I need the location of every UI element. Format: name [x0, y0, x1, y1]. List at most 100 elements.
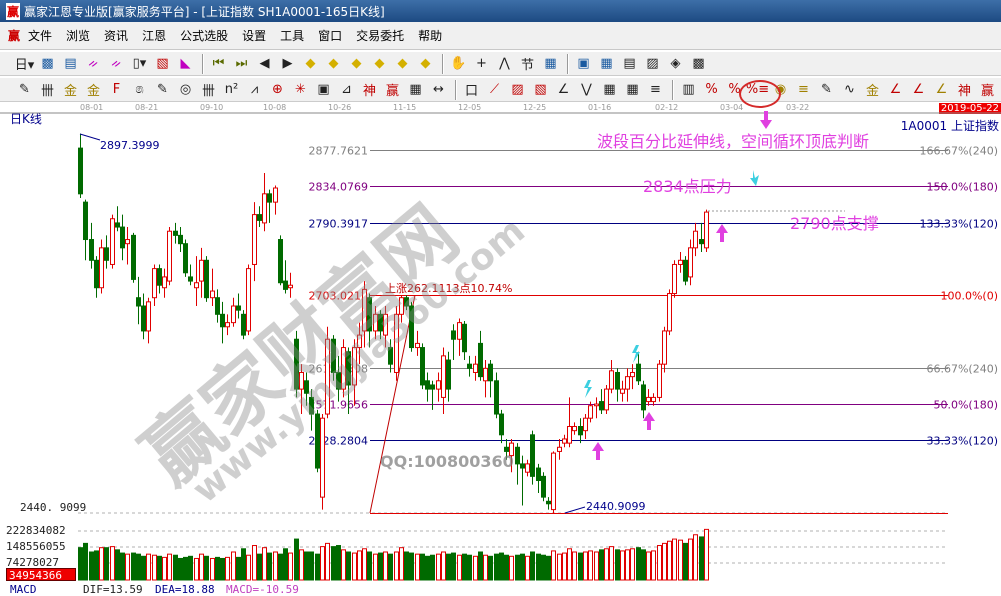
grid-box-icon[interactable]: ▨ [511, 82, 524, 97]
volume-tick: 148556055 [6, 540, 66, 553]
flag-icon[interactable]: ◣ [180, 56, 191, 71]
last-icon[interactable]: ⏭ [235, 56, 248, 71]
candle [94, 256, 99, 298]
move-left-icon[interactable]: ◆ [305, 56, 316, 71]
wave9-icon[interactable]: ᨀ [111, 56, 122, 71]
candle [225, 314, 230, 336]
angle2-icon[interactable]: ∠ [557, 82, 570, 97]
pen2-icon[interactable]: ✎ [157, 82, 168, 97]
rise-label: 上涨262.1113点10.74% [385, 282, 512, 295]
percent-line-icon[interactable]: % [705, 82, 718, 97]
volume-bar [152, 554, 157, 581]
width-icon[interactable]: ↔ [433, 82, 444, 97]
target-icon[interactable]: ⊕ [272, 82, 283, 97]
candle [662, 326, 667, 373]
gold-line-icon[interactable]: 金 [63, 84, 77, 99]
line-icon[interactable]: ⋀ [499, 56, 510, 71]
right-icon[interactable]: ▶ [282, 56, 293, 71]
left-icon[interactable]: ◀ [259, 56, 270, 71]
notes-icon[interactable]: ▤ [623, 56, 636, 71]
gold-angle-icon[interactable]: ∠ [935, 82, 948, 97]
menu-item[interactable]: 设置 [242, 29, 267, 43]
f-line-icon[interactable]: F [112, 82, 121, 97]
fan2-icon[interactable]: ⟋ [489, 82, 500, 97]
star-icon[interactable]: ✳ [295, 82, 306, 97]
square-icon[interactable]: ▣ [317, 82, 330, 97]
ying-angle-icon[interactable]: 赢 [980, 84, 994, 99]
fan-icon[interactable]: ⩘ [250, 82, 259, 97]
reverse-icon[interactable]: ▧ [156, 56, 169, 71]
move-right-icon[interactable]: ◆ [328, 56, 339, 71]
parallel-icon[interactable]: 卌 [201, 84, 215, 99]
menu-item[interactable]: 窗口 [318, 29, 343, 43]
zoom-out-icon[interactable]: ◆ [420, 56, 431, 71]
pen3-icon[interactable]: ✎ [821, 82, 832, 97]
volume-bar [120, 552, 125, 581]
ruler-icon[interactable]: ▦ [409, 82, 422, 97]
zoom-in-icon[interactable]: ◆ [397, 56, 408, 71]
pen-icon[interactable]: ✎ [19, 82, 30, 97]
section-icon[interactable]: 节 [520, 58, 534, 73]
candle-body [115, 222, 120, 228]
macd-name[interactable]: MACD [10, 583, 37, 596]
menu-item[interactable]: 公式选股 [180, 29, 229, 43]
shen-angle-icon[interactable]: 神 [957, 84, 971, 99]
grid3-icon[interactable]: ▦ [603, 82, 616, 97]
grid-lines-icon[interactable]: 卌 [40, 84, 54, 99]
first-icon[interactable]: ⏮ [212, 56, 225, 71]
percent-icon[interactable]: % [728, 82, 741, 97]
menu-item[interactable]: 资讯 [104, 29, 129, 43]
doc-icon[interactable]: ▤ [64, 56, 77, 71]
candle [110, 214, 115, 269]
gold-lines-icon[interactable]: ≡ [798, 82, 809, 97]
j-angle-icon[interactable]: ∠ [889, 82, 902, 97]
expand-icon[interactable]: ◆ [351, 56, 362, 71]
circle-ruler-icon[interactable]: ◎ [179, 82, 192, 97]
period-select-icon[interactable]: 日▾ [14, 58, 35, 73]
shen-icon[interactable]: 神 [362, 84, 376, 99]
candle-body [383, 313, 388, 336]
chart-icon[interactable]: ▩ [41, 56, 54, 71]
map-icon[interactable]: ▦ [544, 56, 557, 71]
shrink-icon[interactable]: ◆ [374, 56, 385, 71]
grid4-icon[interactable]: ▦ [626, 82, 639, 97]
zigzag-icon[interactable]: ⋁ [581, 82, 592, 97]
calculator-icon[interactable]: ▦ [600, 56, 613, 71]
spiral-icon[interactable]: ෧ [135, 82, 144, 97]
save-icon[interactable]: ▨ [646, 56, 659, 71]
menu-bar: 赢 文件 浏览 资讯 江恩 公式选股 设置 工具 窗口 交易委托 帮助 [0, 22, 1001, 50]
crosshair-icon[interactable]: + [476, 56, 487, 71]
bars-icon[interactable]: ▥ [682, 82, 695, 97]
menu-item[interactable]: 帮助 [418, 29, 443, 43]
n2-icon[interactable]: n² [224, 82, 239, 97]
gold-line2-icon[interactable]: 金 [86, 84, 100, 99]
menu-item[interactable]: 浏览 [66, 29, 91, 43]
f-angle-icon[interactable]: ∠ [912, 82, 925, 97]
hand-icon[interactable]: ✋ [450, 56, 467, 71]
candle-select-icon[interactable]: ▯▾ [132, 56, 147, 71]
lines-icon[interactable]: ≡ [650, 82, 661, 97]
candle-body [536, 467, 541, 482]
print-icon[interactable]: ▩ [692, 56, 705, 71]
grid-box2-icon[interactable]: ▧ [534, 82, 547, 97]
low-axis-label: 2440. 9099 [20, 501, 86, 514]
wave-icon[interactable]: ∿ [844, 82, 855, 97]
menu-item[interactable]: 文件 [28, 29, 53, 43]
network-icon[interactable]: ◈ [670, 56, 681, 71]
candle [188, 264, 193, 286]
candle-body [572, 426, 577, 432]
box-icon[interactable]: 口 [464, 84, 478, 99]
menu-item[interactable]: 江恩 [142, 29, 167, 43]
calendar-icon[interactable]: ▣ [577, 56, 590, 71]
menu-item[interactable]: 交易委托 [356, 29, 405, 43]
gold2-icon[interactable]: 金 [865, 84, 879, 99]
ying-icon[interactable]: 赢 [385, 84, 399, 99]
volume-bar [699, 536, 704, 581]
chart-period-label: 日K线 [10, 112, 42, 126]
angle-icon[interactable]: ⊿ [341, 82, 352, 97]
menu-item[interactable]: 工具 [280, 29, 305, 43]
gold-circle-icon[interactable]: ◉ [774, 82, 787, 97]
wave3-icon[interactable]: ᨀ [88, 56, 99, 71]
candle [283, 260, 288, 294]
